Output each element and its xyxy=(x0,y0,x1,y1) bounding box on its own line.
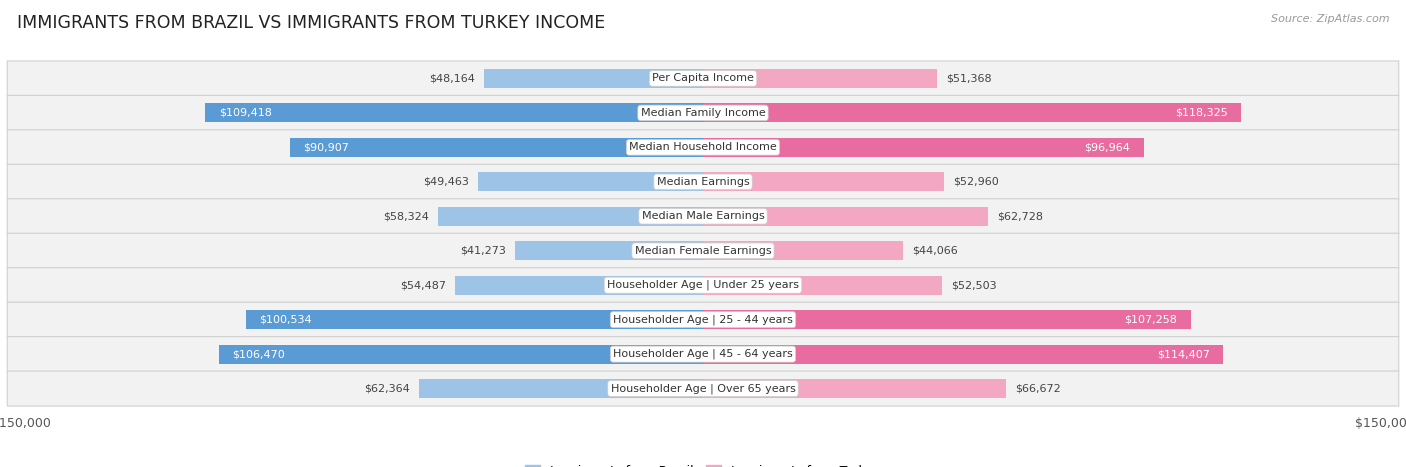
Text: $62,364: $62,364 xyxy=(364,383,411,394)
Text: Median Household Income: Median Household Income xyxy=(628,142,778,152)
Text: $66,672: $66,672 xyxy=(1015,383,1062,394)
Text: $90,907: $90,907 xyxy=(304,142,349,152)
Bar xyxy=(516,241,703,260)
Text: $52,960: $52,960 xyxy=(953,177,998,187)
Text: $49,463: $49,463 xyxy=(423,177,470,187)
Bar xyxy=(290,138,703,157)
FancyBboxPatch shape xyxy=(7,130,1399,165)
Text: $44,066: $44,066 xyxy=(912,246,959,256)
Text: Householder Age | 25 - 44 years: Householder Age | 25 - 44 years xyxy=(613,314,793,325)
Bar xyxy=(219,345,703,364)
Bar xyxy=(703,276,942,295)
Text: $107,258: $107,258 xyxy=(1125,315,1177,325)
FancyBboxPatch shape xyxy=(7,371,1399,406)
Text: $62,728: $62,728 xyxy=(997,211,1043,221)
Bar xyxy=(419,379,703,398)
Text: Per Capita Income: Per Capita Income xyxy=(652,73,754,84)
Bar xyxy=(478,172,703,191)
FancyBboxPatch shape xyxy=(7,233,1399,268)
Bar xyxy=(703,241,904,260)
Text: $96,964: $96,964 xyxy=(1084,142,1130,152)
Text: IMMIGRANTS FROM BRAZIL VS IMMIGRANTS FROM TURKEY INCOME: IMMIGRANTS FROM BRAZIL VS IMMIGRANTS FRO… xyxy=(17,14,605,32)
Text: Median Family Income: Median Family Income xyxy=(641,108,765,118)
Text: Median Male Earnings: Median Male Earnings xyxy=(641,211,765,221)
Text: $114,407: $114,407 xyxy=(1157,349,1209,359)
Bar xyxy=(703,379,1007,398)
Text: $100,534: $100,534 xyxy=(260,315,312,325)
Bar xyxy=(703,103,1241,122)
FancyBboxPatch shape xyxy=(7,268,1399,303)
Bar xyxy=(703,172,943,191)
FancyBboxPatch shape xyxy=(7,199,1399,234)
FancyBboxPatch shape xyxy=(7,95,1399,130)
FancyBboxPatch shape xyxy=(7,61,1399,96)
Bar xyxy=(703,207,988,226)
Bar xyxy=(703,69,936,88)
Bar xyxy=(703,138,1144,157)
Bar xyxy=(246,310,703,329)
Text: $109,418: $109,418 xyxy=(219,108,271,118)
Bar xyxy=(437,207,703,226)
Text: Householder Age | 45 - 64 years: Householder Age | 45 - 64 years xyxy=(613,349,793,359)
Text: $54,487: $54,487 xyxy=(401,280,446,290)
Text: $58,324: $58,324 xyxy=(382,211,429,221)
Text: Median Female Earnings: Median Female Earnings xyxy=(634,246,772,256)
Bar xyxy=(456,276,703,295)
Bar xyxy=(703,345,1223,364)
Text: Householder Age | Over 65 years: Householder Age | Over 65 years xyxy=(610,383,796,394)
Text: $52,503: $52,503 xyxy=(950,280,997,290)
Text: Source: ZipAtlas.com: Source: ZipAtlas.com xyxy=(1271,14,1389,24)
Text: $48,164: $48,164 xyxy=(429,73,475,84)
Text: Householder Age | Under 25 years: Householder Age | Under 25 years xyxy=(607,280,799,290)
Text: $118,325: $118,325 xyxy=(1174,108,1227,118)
Text: $106,470: $106,470 xyxy=(232,349,285,359)
Text: $41,273: $41,273 xyxy=(460,246,506,256)
Text: Median Earnings: Median Earnings xyxy=(657,177,749,187)
Bar xyxy=(484,69,703,88)
FancyBboxPatch shape xyxy=(7,164,1399,199)
Text: $51,368: $51,368 xyxy=(946,73,991,84)
Legend: Immigrants from Brazil, Immigrants from Turkey: Immigrants from Brazil, Immigrants from … xyxy=(520,460,886,467)
FancyBboxPatch shape xyxy=(7,337,1399,372)
FancyBboxPatch shape xyxy=(7,302,1399,337)
Bar xyxy=(703,310,1191,329)
Bar xyxy=(205,103,703,122)
